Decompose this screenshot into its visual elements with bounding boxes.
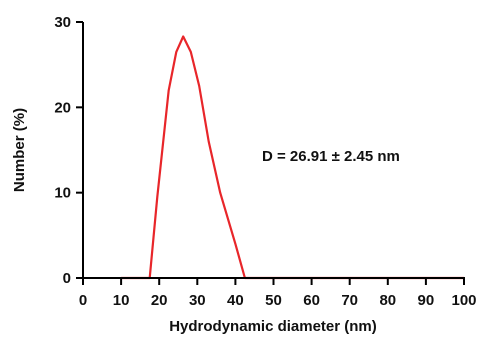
x-tick-label: 100 [451,292,476,309]
y-tick-label: 30 [54,14,71,31]
plot-area: 0 10 20 30 40 50 60 70 80 90 100 0 10 20 30 [54,14,476,309]
x-tick-label: 90 [418,292,435,309]
size-annotation: D = 26.91 ± 2.45 nm [262,148,400,165]
y-tick-label: 0 [63,270,71,287]
x-tick-label: 20 [151,292,168,309]
x-tick-label: 30 [189,292,206,309]
x-ticks: 0 10 20 30 40 50 60 70 80 90 100 [79,278,477,309]
x-tick-label: 80 [379,292,396,309]
x-tick-label: 40 [227,292,244,309]
x-axis-title: Hydrodynamic diameter (nm) [169,318,377,335]
y-tick-label: 20 [54,99,71,116]
x-tick-label: 10 [113,292,130,309]
x-tick-label: 50 [265,292,282,309]
x-tick-label: 60 [303,292,320,309]
y-axis-title: Number (%) [11,108,28,192]
y-ticks: 0 10 20 30 [54,14,83,287]
x-tick-label: 0 [79,292,87,309]
series-line [121,35,464,280]
x-tick-label: 70 [341,292,358,309]
y-tick-label: 10 [54,185,71,202]
